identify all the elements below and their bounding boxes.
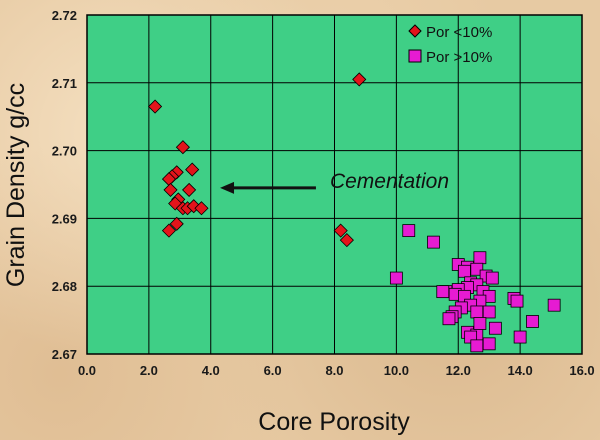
- data-point-por-gt-10: [488, 321, 502, 335]
- legend-marker-por-gt-10: [408, 49, 422, 63]
- x-tick-label: 16.0: [569, 363, 594, 378]
- data-point-por-lt-10: [352, 72, 367, 87]
- x-tick-label: 2.0: [140, 363, 158, 378]
- data-point-por-gt-10: [458, 264, 471, 278]
- data-point-por-lt-10: [339, 233, 354, 248]
- data-point-por-gt-10: [547, 298, 561, 312]
- legend-label-por-gt-10: Por >10%: [426, 49, 492, 66]
- legend-marker-por-lt-10: [408, 24, 422, 38]
- x-axis-title: Core Porosity: [258, 408, 410, 436]
- data-point-por-gt-10: [436, 285, 450, 299]
- y-tick-label: 2.67: [52, 347, 77, 362]
- data-point-por-gt-10: [442, 312, 456, 326]
- data-point-por-gt-10: [473, 251, 487, 265]
- data-point-por-lt-10: [194, 201, 209, 216]
- x-tick-label: 14.0: [507, 363, 532, 378]
- x-tick-label: 12.0: [446, 363, 471, 378]
- x-tick-labels: 0.0 2.0 4.0 6.0 8.0 10.0 12.0 14.0 16.0: [78, 363, 595, 378]
- data-point-por-lt-10: [182, 182, 197, 197]
- data-point-por-lt-10: [333, 223, 348, 238]
- data-markers: [147, 72, 561, 353]
- y-tick-label: 2.71: [52, 76, 77, 91]
- data-point-por-lt-10: [175, 140, 190, 155]
- data-point-por-gt-10: [482, 337, 496, 351]
- y-axis-title: Grain Density g/cc: [2, 83, 30, 287]
- y-tick-label: 2.70: [52, 144, 77, 159]
- cementation-arrow-head: [220, 181, 235, 194]
- data-point-por-gt-10: [402, 224, 416, 238]
- data-point-por-gt-10: [470, 339, 484, 353]
- data-point-por-lt-10: [185, 162, 200, 177]
- data-point-por-lt-10: [147, 99, 163, 114]
- y-tick-label: 2.68: [52, 279, 77, 294]
- y-tick-labels: 2.67 2.68 2.69 2.70 2.71 2.72: [52, 8, 77, 362]
- x-tick-label: 0.0: [78, 363, 96, 378]
- x-tick-label: 10.0: [384, 363, 409, 378]
- data-point-por-gt-10: [485, 271, 499, 285]
- data-point-por-gt-10: [473, 317, 487, 330]
- legend: Por <10% Por >10%: [408, 24, 492, 66]
- annotation-layer: Cementation: [220, 170, 449, 194]
- x-tick-label: 6.0: [264, 363, 282, 378]
- data-point-por-lt-10: [161, 223, 177, 238]
- data-point-por-gt-10: [510, 294, 524, 308]
- data-point-por-gt-10: [482, 305, 496, 319]
- cementation-label: Cementation: [330, 170, 449, 193]
- y-tick-label: 2.69: [52, 211, 77, 226]
- data-point-por-gt-10: [513, 330, 527, 344]
- data-point-por-gt-10: [389, 271, 403, 285]
- y-tick-label: 2.72: [52, 8, 77, 23]
- data-point-por-lt-10: [163, 182, 178, 197]
- legend-label-por-lt-10: Por <10%: [426, 24, 492, 41]
- x-tick-label: 8.0: [325, 363, 343, 378]
- data-point-por-gt-10: [470, 305, 484, 319]
- data-point-por-lt-10: [169, 216, 184, 231]
- data-point-por-gt-10: [427, 235, 440, 249]
- data-point-por-gt-10: [526, 315, 539, 328]
- x-tick-label: 4.0: [202, 363, 220, 378]
